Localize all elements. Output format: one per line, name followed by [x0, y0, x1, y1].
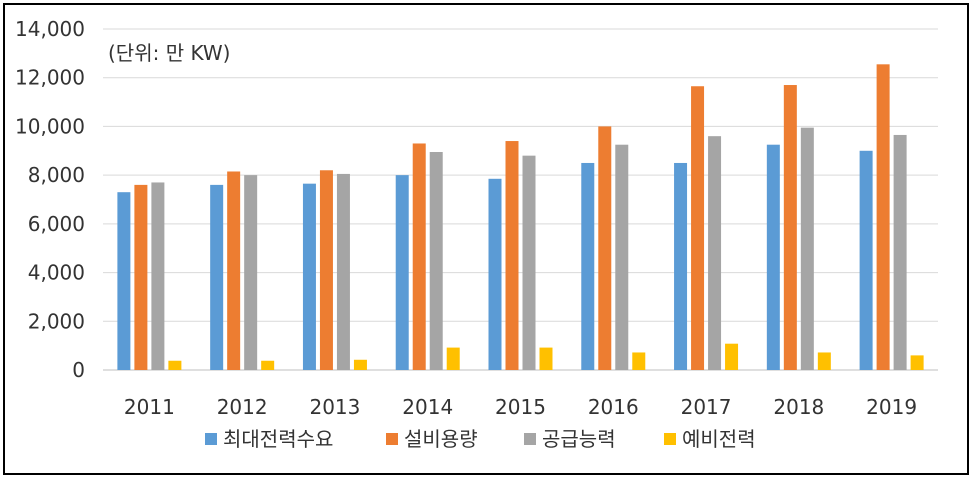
y-axis-ticks: 0 2,000 4,000 6,000 8,000 10,000 12,000 14,000 [15, 17, 85, 382]
bar [412, 143, 426, 370]
legend-label: 공급능력 [542, 427, 616, 451]
bar [910, 355, 924, 370]
bar [429, 152, 443, 370]
legend-label: 예비전력 [682, 427, 756, 451]
x-tick-label: 2014 [402, 395, 453, 419]
legend: 최대전력수요 설비용량 공급능력 예비전력 [205, 427, 756, 451]
bar [539, 347, 553, 370]
bar [446, 347, 460, 370]
bar [353, 359, 367, 370]
bar [319, 170, 333, 370]
bar [598, 126, 612, 370]
legend-swatch [524, 433, 536, 445]
bar [151, 182, 165, 370]
bar [783, 85, 797, 371]
bar [168, 360, 182, 370]
y-tick-label: 4,000 [28, 261, 85, 285]
bar [117, 192, 131, 370]
bar [488, 178, 502, 370]
gridlines [103, 28, 938, 371]
bar [800, 127, 814, 371]
bar [674, 162, 688, 370]
y-tick-label: 14,000 [15, 17, 85, 41]
bars [117, 64, 924, 371]
bar [244, 175, 258, 370]
bar [210, 184, 224, 370]
bar [581, 162, 595, 370]
unit-note: (단위: 만 KW) [108, 41, 230, 65]
y-tick-label: 10,000 [15, 114, 85, 138]
x-tick-label: 2012 [217, 395, 268, 419]
x-tick-label: 2011 [124, 395, 175, 419]
bar [336, 173, 350, 370]
x-tick-label: 2017 [681, 395, 732, 419]
bar [505, 141, 519, 370]
bar [859, 150, 873, 370]
bar [632, 352, 646, 370]
legend-swatch [386, 433, 398, 445]
y-tick-label: 6,000 [28, 212, 85, 236]
bar [261, 360, 275, 370]
bar [725, 343, 739, 370]
bar [227, 171, 241, 370]
bar [691, 86, 705, 370]
legend-swatch [205, 433, 217, 445]
legend-label: 최대전력수요 [223, 427, 333, 451]
bar [395, 175, 409, 370]
bar [817, 352, 831, 370]
bar [522, 155, 536, 370]
bar [302, 183, 316, 370]
bar [766, 144, 780, 370]
bar [615, 144, 629, 370]
legend-label: 설비용량 [404, 427, 478, 451]
x-tick-label: 2016 [588, 395, 639, 419]
bar [708, 136, 722, 370]
y-tick-label: 8,000 [28, 163, 85, 187]
x-tick-label: 2019 [866, 395, 917, 419]
x-tick-label: 2013 [309, 395, 360, 419]
x-axis-ticks: 2011 2012 2013 2014 2015 2016 2017 2018 2019 [124, 395, 917, 419]
bar [893, 134, 907, 370]
x-tick-label: 2018 [773, 395, 824, 419]
bar [134, 184, 148, 370]
legend-swatch [664, 433, 676, 445]
x-tick-label: 2015 [495, 395, 546, 419]
y-tick-label: 0 [72, 358, 85, 382]
y-tick-label: 12,000 [15, 66, 85, 90]
y-tick-label: 2,000 [28, 309, 85, 333]
bar [876, 64, 890, 370]
